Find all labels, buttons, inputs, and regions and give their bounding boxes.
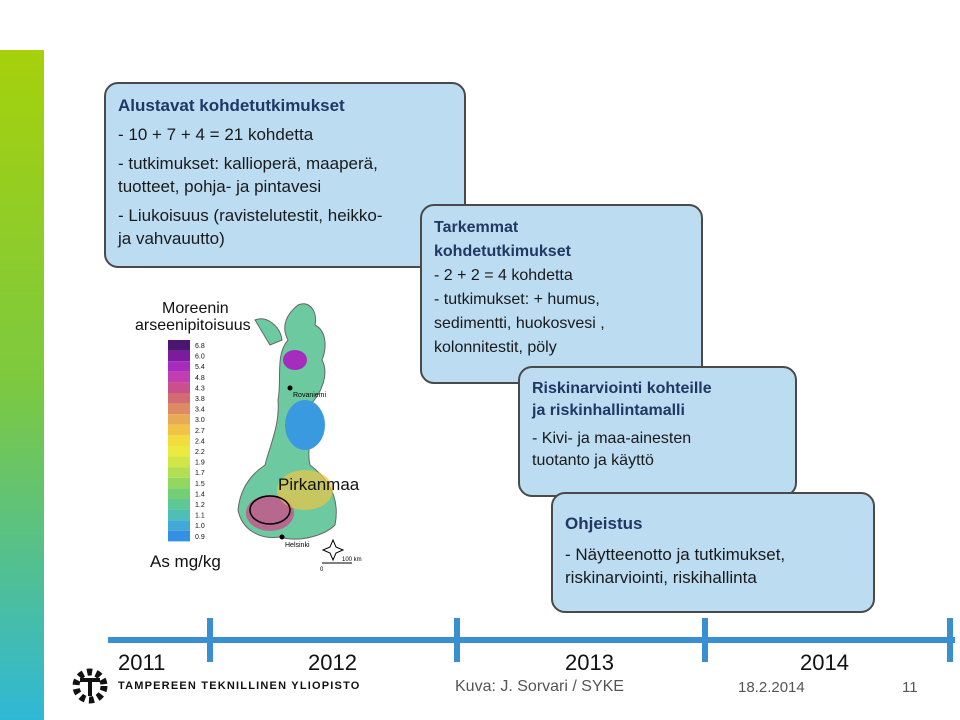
- box-line: tuotteet, pohja- ja pintavesi: [118, 177, 322, 196]
- box-title: Tarkemmat: [434, 219, 519, 236]
- legend-swatch: [168, 424, 190, 436]
- legend-swatch: [168, 499, 190, 510]
- map-region: [285, 400, 325, 450]
- legend-swatch: [168, 509, 190, 521]
- place-label: Pirkanmaa: [278, 475, 360, 494]
- legend-swatch: [168, 477, 190, 489]
- legend-label: 1.0: [195, 523, 205, 530]
- legend-swatch: [168, 467, 190, 478]
- box-line: riskinarviointi, riskihallinta: [565, 568, 757, 587]
- credit: Kuva: J. Sorvari / SYKE: [455, 678, 624, 695]
- year-label: 2011: [118, 650, 166, 675]
- legend-swatch: [168, 520, 190, 531]
- timeline-ticks: [207, 618, 953, 662]
- legend-label: 1.5: [195, 481, 205, 488]
- legend-label: 2.2: [195, 449, 205, 456]
- box-line: - Näytteenotto ja tutkimukset,: [565, 545, 786, 564]
- logo: [72, 668, 108, 704]
- box-line: - 2 + 2 = 4 kohdetta: [434, 267, 573, 284]
- legend-swatch: [168, 393, 190, 404]
- map-region: [277, 470, 333, 510]
- legend-label: 1.9: [195, 460, 205, 467]
- legend-swatch: [168, 350, 190, 362]
- legend-swatch: [168, 488, 190, 499]
- box-title: Ohjeistus: [565, 514, 643, 533]
- box-line: - 10 + 7 + 4 = 21 kohdetta: [118, 125, 314, 144]
- legend-swatch: [168, 382, 190, 393]
- scale-label: 0: [320, 567, 324, 573]
- map-unit: As mg/kg: [150, 552, 221, 571]
- box: Ohjeistus - Näytteenotto ja tutkimukset,…: [551, 492, 875, 613]
- legend-swatch: [168, 456, 190, 468]
- legend-label: 1.1: [195, 513, 205, 520]
- legend-swatch: [168, 435, 190, 446]
- map-hotspot: [283, 350, 307, 370]
- map-title: arseenipitoisuus: [135, 317, 251, 334]
- legend-label: 4.3: [195, 385, 205, 392]
- box-line: - tutkimukset: + humus,: [434, 291, 600, 308]
- box: Riskinarviointi kohteille ja riskinhalli…: [518, 366, 797, 497]
- timeline: [108, 618, 955, 662]
- legend-label: 3.4: [195, 407, 205, 414]
- box-title: Alustavat kohdetutkimukset: [118, 96, 345, 115]
- date: 18.2.2014: [738, 679, 805, 696]
- legend-label: 3.8: [195, 396, 205, 403]
- city-dot: [279, 534, 285, 540]
- legend-label: 6.8: [195, 343, 205, 350]
- legend-label: 1.4: [195, 491, 205, 498]
- legend-swatch: [168, 361, 190, 372]
- year-label: 2013: [565, 650, 614, 675]
- box-title: Riskinarviointi kohteille: [532, 380, 712, 397]
- place-label: Rovaniemi: [293, 392, 327, 399]
- place-label: Helsinki: [285, 542, 310, 549]
- compass: [321, 538, 345, 562]
- map-title: Moreenin: [162, 300, 229, 317]
- box-title: ja riskinhallintamalli: [532, 402, 685, 419]
- legend-label: 3.0: [195, 417, 205, 424]
- legend-swatch: [168, 446, 190, 457]
- legend-label: 5.4: [195, 364, 205, 371]
- box-line: - Kivi- ja maa-ainesten: [532, 430, 692, 447]
- box-line: kolonnitestit, pöly: [434, 339, 557, 356]
- city-dot: [287, 385, 293, 391]
- box-line: - tutkimukset: kallioperä, maaperä,: [118, 154, 378, 173]
- pirkanmaa-outline: [249, 495, 291, 525]
- box-line: ja vahvauutto): [118, 229, 225, 248]
- legend-swatch: [168, 414, 190, 425]
- legend-swatch: [168, 371, 190, 383]
- box: Alustavat kohdetutkimukset - 10 + 7 + 4 …: [104, 82, 466, 268]
- box: Tarkemmat kohdetutkimukset - 2 + 2 = 4 k…: [420, 204, 703, 384]
- page-number: 11: [902, 679, 918, 696]
- box-title: kohdetutkimukset: [434, 243, 571, 260]
- legend-swatch: [168, 403, 190, 415]
- year-label: 2014: [800, 650, 849, 675]
- scale-label: 100 km: [342, 557, 362, 563]
- box-line: tuotanto ja käyttö: [532, 452, 654, 469]
- university-name: TAMPEREEN TEKNILLINEN YLIOPISTO: [118, 680, 361, 692]
- legend-label: 1.2: [195, 502, 205, 509]
- box-line: sedimentti, huokosvesi ,: [434, 315, 605, 332]
- side-bar: [0, 50, 44, 720]
- year-label: 2012: [308, 650, 357, 675]
- legend-label: 0.9: [195, 534, 205, 541]
- legend-label: 1.7: [195, 470, 205, 477]
- box-line: - Liukoisuus (ravistelutestit, heikko-: [118, 206, 383, 225]
- legend-swatch: [168, 530, 190, 542]
- legend-label: 4.8: [195, 375, 205, 382]
- legend-label: 2.7: [195, 428, 205, 435]
- legend-swatch: [168, 340, 190, 351]
- map: Moreenin arseenipitoisuus As mg/kg Rovan…: [135, 300, 362, 573]
- legend-label: 6.0: [195, 354, 205, 361]
- legend-label: 2.4: [195, 438, 205, 445]
